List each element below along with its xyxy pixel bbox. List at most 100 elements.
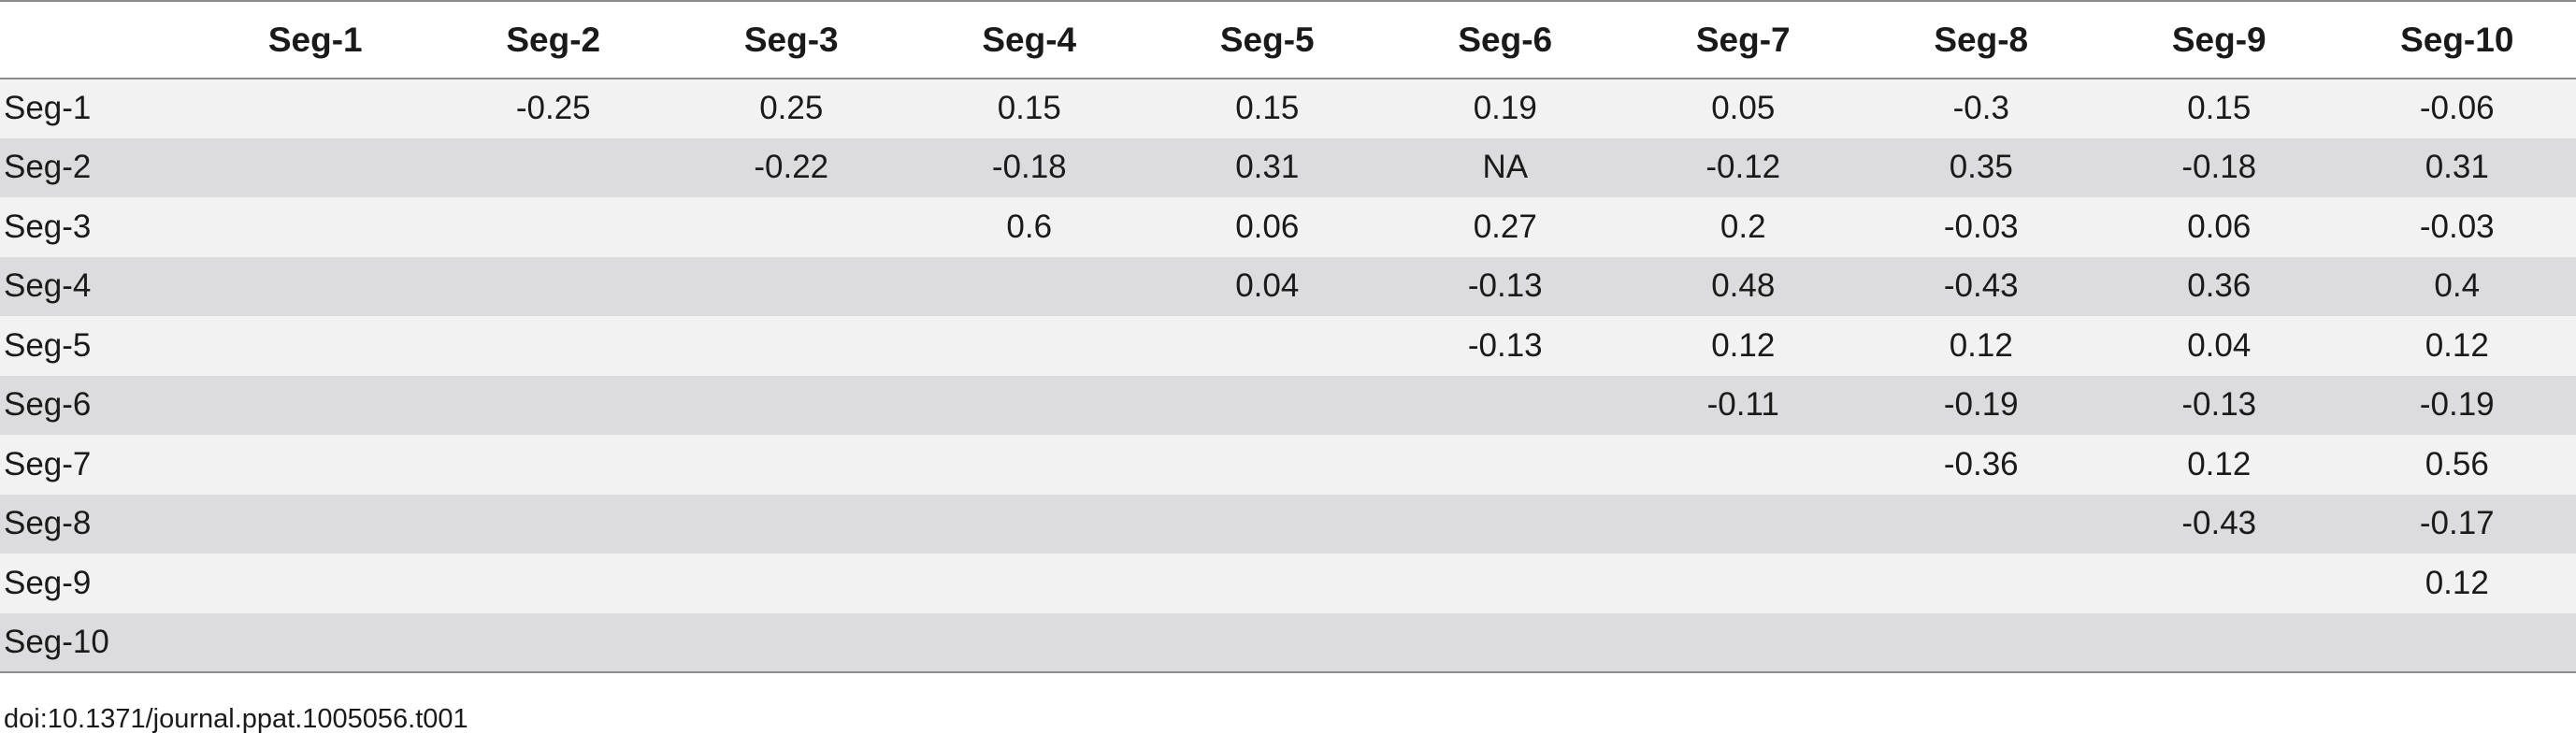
row-label: Seg-2 [0,137,196,197]
table-cell: -0.13 [2100,375,2339,435]
table-cell [1148,494,1387,554]
table-cell [672,612,911,673]
table-cell [672,256,911,316]
table-cell: 0.27 [1386,197,1624,257]
table-cell [1862,554,2100,613]
row-label: Seg-8 [0,494,196,554]
table-cell: -0.43 [2100,494,2339,554]
table-cell [672,554,911,613]
table-cell [434,197,672,257]
table-cell: 0.2 [1624,197,1863,257]
table-cell [672,494,911,554]
table-cell: -0.3 [1862,79,2100,138]
table-cell: -0.19 [2338,375,2576,435]
column-header: Seg-5 [1148,0,1387,79]
table-cell [1624,554,1863,613]
table-cell [434,612,672,673]
table-cell [196,554,435,613]
table-cell: 0.06 [1148,197,1387,257]
table-cell [910,435,1148,495]
table-cell: -0.11 [1624,375,1863,435]
table-cell: 0.19 [1386,79,1624,138]
table-cell: -0.03 [1862,197,2100,257]
column-header: Seg-8 [1862,0,2100,79]
table-cell [910,554,1148,613]
column-header: Seg-9 [2100,0,2339,79]
column-header: Seg-2 [434,0,672,79]
row-label: Seg-5 [0,316,196,376]
table-cell [434,494,672,554]
table-cell [1624,494,1863,554]
table-cell: 0.15 [2100,79,2339,138]
table-cell [1862,494,2100,554]
table-cell: -0.25 [434,79,672,138]
table-cell: 0.04 [1148,256,1387,316]
table-cell: 0.04 [2100,316,2339,376]
column-header: Seg-1 [196,0,435,79]
table-cell [1148,612,1387,673]
table-cell [910,612,1148,673]
table-row: Seg-2 -0.22 -0.18 0.31 NA -0.12 0.35 -0.18 0.31 [0,137,2576,197]
column-header: Seg-10 [2338,0,2576,79]
table-row: Seg-4 0.04 -0.13 0.48 -0.43 0.36 0.4 [0,256,2576,316]
table-cell: -0.13 [1386,316,1624,376]
table-cell [910,256,1148,316]
table-body: Seg-1 -0.25 0.25 0.15 0.15 0.19 0.05 -0.3 0.15 -0… [0,79,2576,673]
row-label: Seg-10 [0,612,196,673]
table-cell: 0.12 [2338,554,2576,613]
table-cell: 0.35 [1862,137,2100,197]
table-cell: NA [1386,137,1624,197]
table-cell: -0.19 [1862,375,2100,435]
table-cell: 0.31 [2338,137,2576,197]
table-row: Seg-8 -0.43 -0.17 [0,494,2576,554]
doi-caption: doi:10.1371/journal.ppat.1005056.t001 [4,704,468,734]
table-cell: -0.06 [2338,79,2576,138]
table-cell [1148,554,1387,613]
table-cell: -0.03 [2338,197,2576,257]
table-cell [196,435,435,495]
table-row: Seg-7 -0.36 0.12 0.56 [0,435,2576,495]
table-cell: -0.22 [672,137,911,197]
table-cell: 0.6 [910,197,1148,257]
table-cell [196,375,435,435]
table-cell: -0.12 [1624,137,1863,197]
table-row: Seg-3 0.6 0.06 0.27 0.2 -0.03 0.06 -0.03 [0,197,2576,257]
table-cell [910,375,1148,435]
table-cell: 0.31 [1148,137,1387,197]
table-cell: 0.05 [1624,79,1863,138]
table-cell [434,137,672,197]
column-header: Seg-4 [910,0,1148,79]
column-header: Seg-6 [1386,0,1624,79]
table-cell: -0.43 [1862,256,2100,316]
table-cell: 0.12 [1624,316,1863,376]
table-cell [434,554,672,613]
table-row: Seg-1 -0.25 0.25 0.15 0.15 0.19 0.05 -0.3 0.15 -0… [0,79,2576,138]
header-row: Seg-1 Seg-2 Seg-3 Seg-4 Seg-5 Seg-6 Seg-… [0,0,2576,79]
table-cell [196,256,435,316]
table-cell [672,435,911,495]
table-cell: 0.12 [2100,435,2339,495]
row-label: Seg-9 [0,554,196,613]
table-cell [672,375,911,435]
table-cell [196,79,435,138]
table-row: Seg-6 -0.11 -0.19 -0.13 -0.19 [0,375,2576,435]
table-cell [672,316,911,376]
table-cell: 0.36 [2100,256,2339,316]
table-cell [196,137,435,197]
table-cell [196,316,435,376]
table-cell: 0.48 [1624,256,1863,316]
table-cell: 0.15 [1148,79,1387,138]
table-cell: -0.13 [1386,256,1624,316]
table-row: Seg-10 [0,612,2576,673]
table-cell: 0.25 [672,79,911,138]
row-label: Seg-6 [0,375,196,435]
table-cell [1624,435,1863,495]
table-cell [1624,612,1863,673]
table-cell [2100,612,2339,673]
table-cell: 0.56 [2338,435,2576,495]
table-cell: -0.18 [2100,137,2339,197]
table-cell: -0.36 [1862,435,2100,495]
table-cell [196,494,435,554]
table-cell [1386,612,1624,673]
correlation-table: Seg-1 Seg-2 Seg-3 Seg-4 Seg-5 Seg-6 Seg-… [0,0,2576,673]
